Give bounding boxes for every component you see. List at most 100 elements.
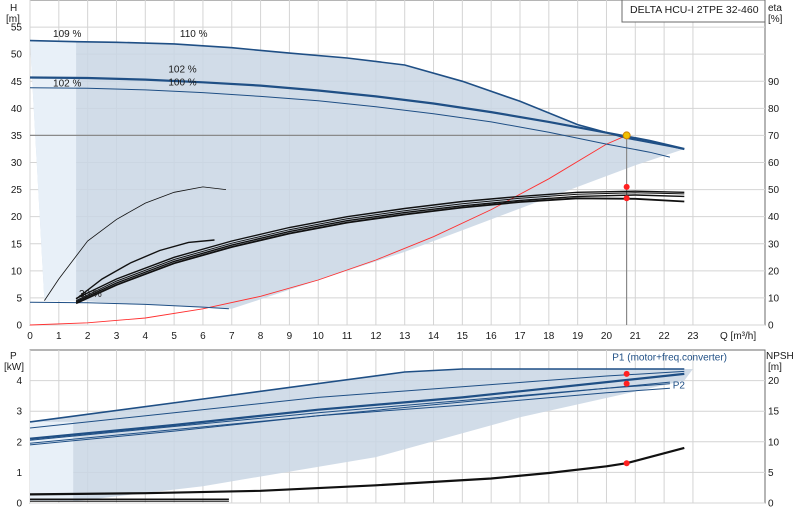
x-tick-label: 5 xyxy=(171,331,177,342)
y-tick-label-head: 10 xyxy=(11,266,23,277)
title-box xyxy=(621,0,766,23)
npsh-curve xyxy=(29,446,685,496)
x-tick-label: 1 xyxy=(56,331,62,342)
y2-tick-label-npsh: 20 xyxy=(768,376,780,387)
speed-label-2: 102 % xyxy=(53,79,81,90)
x-tick-label: 15 xyxy=(457,331,469,342)
head-curve-3 xyxy=(29,301,229,310)
y-tick-label-head: 20 xyxy=(11,212,23,223)
y-tick-label-head: 40 xyxy=(11,104,23,115)
y2-tick-label-eta: 0 xyxy=(768,321,774,332)
efficiency-curve-2 xyxy=(75,190,685,300)
speed-labels: 109 % 110 % 102 % 102 % 100 % 30 % xyxy=(53,29,208,300)
y2-axis-label-eta: eta xyxy=(768,3,782,14)
efficiency-curve-1 xyxy=(75,239,215,300)
power-envelope-light-area xyxy=(30,421,74,502)
chart-title: DELTA HCU-I 2TPE 32-460 xyxy=(630,4,759,16)
power-duty-dot-1 xyxy=(623,380,630,387)
y-tick-label-power: 4 xyxy=(16,376,22,387)
head-curve-2 xyxy=(29,87,671,158)
efficiency-curve-3 xyxy=(75,194,685,303)
y2-tick-label-eta: 60 xyxy=(768,158,780,169)
x-tick-label: 11 xyxy=(342,331,353,342)
y-tick-label-head: 30 xyxy=(11,158,23,169)
power-tick-labels: 0 1 2 3 4 0 5 10 15 20 xyxy=(16,376,779,509)
system-curve xyxy=(29,134,627,326)
x-tick-label: 7 xyxy=(229,331,235,342)
y2-axis-label-npsh: NPSH xyxy=(766,351,794,362)
y2-tick-label-eta: 10 xyxy=(768,293,780,304)
x-tick-label: 3 xyxy=(114,331,120,342)
duty-point xyxy=(622,131,631,140)
y-axis-label-power: P xyxy=(10,351,17,362)
power-series-labels: P1 (motor+freq.converter) P2 xyxy=(612,353,727,392)
x-tick-label: 9 xyxy=(287,331,293,342)
y-tick-label-head: 25 xyxy=(11,185,23,196)
y2-axis-unit-eta: [%] xyxy=(768,14,783,25)
x-tick-label: 2 xyxy=(85,331,91,342)
y2-tick-label-eta: 50 xyxy=(768,185,780,196)
x-tick-label: 17 xyxy=(514,331,526,342)
y-axis-unit-power: [kW] xyxy=(4,362,24,373)
x-tick-label: 13 xyxy=(399,331,411,342)
x-tick-label: 10 xyxy=(313,331,325,342)
efficiency-curve-0 xyxy=(44,186,227,301)
speed-label-4: 100 % xyxy=(168,78,196,89)
y-tick-label-power: 0 xyxy=(16,499,22,510)
power-envelope-area xyxy=(30,369,693,502)
head-panel: 0 1 2 3 4 5 6 7 8 9 10 11 12 13 14 15 16 17 18 19 20 21 22 2305… xyxy=(6,0,783,342)
efficiency-duty-dot-1 xyxy=(623,195,630,202)
y2-axis-unit-npsh: [m] xyxy=(768,362,782,373)
y-tick-label-power: 3 xyxy=(16,407,22,418)
x-tick-label: 8 xyxy=(258,331,264,342)
x-tick-label: 6 xyxy=(200,331,206,342)
x-tick-label: 0 xyxy=(27,331,33,342)
x-tick-label: 18 xyxy=(543,331,555,342)
x-tick-label: 20 xyxy=(601,331,613,342)
head-curve-0 xyxy=(29,39,685,150)
x-tick-label: 12 xyxy=(370,331,382,342)
power-duty-dot-0 xyxy=(623,370,630,377)
speed-label-5: 30 % xyxy=(79,289,102,300)
x-tick-label: 16 xyxy=(486,331,498,342)
y2-tick-label-eta: 40 xyxy=(768,212,780,223)
y-tick-label-power: 1 xyxy=(16,468,22,479)
y2-tick-label-eta: 20 xyxy=(768,266,780,277)
y2-tick-label-npsh: 10 xyxy=(768,437,780,448)
y2-tick-label-npsh: 5 xyxy=(768,468,774,479)
y-axis-label-head: H xyxy=(10,3,17,14)
y-tick-label-head: 55 xyxy=(11,23,23,34)
x-tick-label: 23 xyxy=(687,331,699,342)
y-tick-label-head: 35 xyxy=(11,131,23,142)
speed-label-0: 109 % xyxy=(53,29,81,40)
x-tick-label: 19 xyxy=(572,331,584,342)
y2-tick-label-eta: 90 xyxy=(768,77,780,88)
y-tick-label-head: 45 xyxy=(11,77,23,88)
x-axis-label: Q [m³/h] xyxy=(720,331,756,342)
head-curves xyxy=(29,39,685,326)
y-tick-label-head: 50 xyxy=(11,50,23,61)
efficiency-duty-dot-0 xyxy=(623,183,630,190)
y-axis-unit-head: [m] xyxy=(6,14,20,25)
power-curve-0 xyxy=(29,368,685,423)
head-curve-1 xyxy=(29,76,685,151)
efficiency-curve-5 xyxy=(75,192,685,302)
y-tick-label-head: 15 xyxy=(11,239,23,250)
x-tick-label: 14 xyxy=(428,331,440,342)
head-envelope-light-area xyxy=(30,40,77,301)
power-duty-dot-2 xyxy=(623,460,630,467)
power-curves xyxy=(29,368,685,502)
y2-tick-label-eta: 80 xyxy=(768,104,780,115)
efficiency-curve-4 xyxy=(75,197,685,305)
x-tick-label: 22 xyxy=(659,331,671,342)
power-curve-5 xyxy=(29,387,670,444)
speed-label-3: 102 % xyxy=(168,65,196,76)
power-series-label-1: P2 xyxy=(673,380,686,391)
y2-tick-label-eta: 70 xyxy=(768,131,780,142)
power-curve-4 xyxy=(29,383,670,441)
y-tick-label-power: 2 xyxy=(16,437,22,448)
y2-tick-label-npsh: 0 xyxy=(768,499,774,510)
x-tick-label: 4 xyxy=(143,331,149,342)
